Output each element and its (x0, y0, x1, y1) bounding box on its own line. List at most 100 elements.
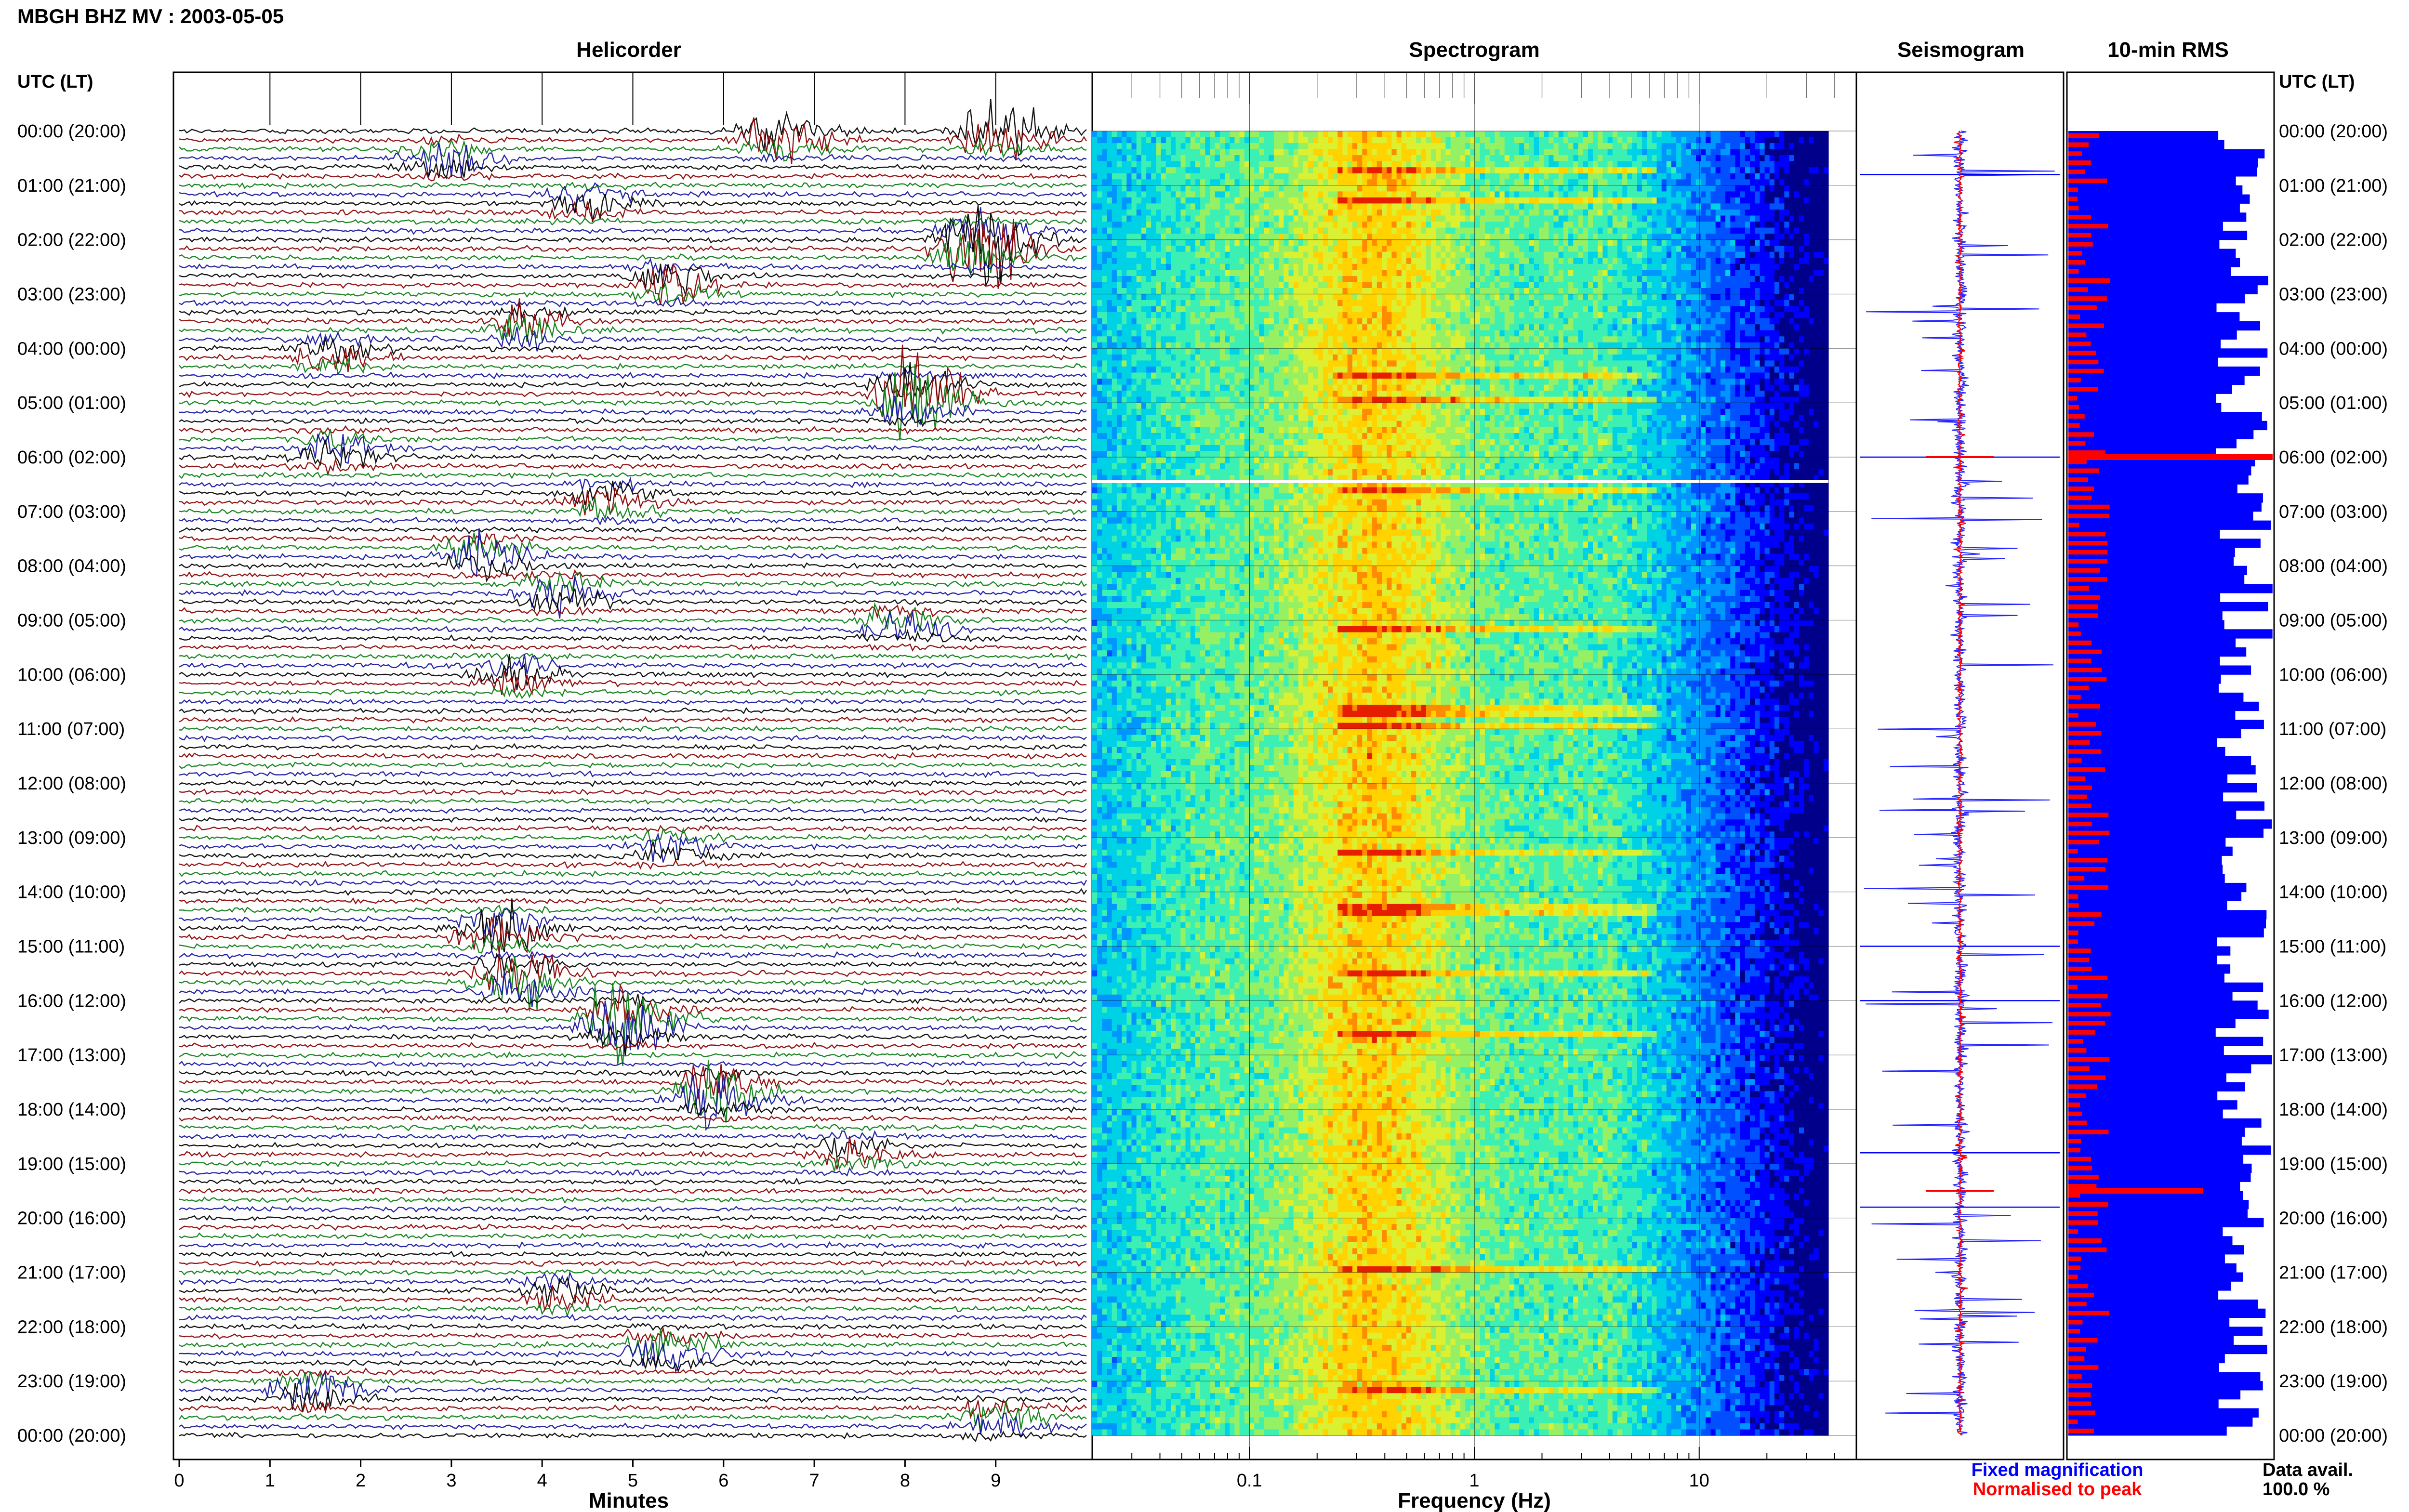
spectrogram-cell (1176, 312, 1181, 318)
spectrogram-cell (1667, 264, 1672, 270)
spectrogram-cell (1269, 149, 1274, 156)
spectrogram-cell (1774, 197, 1780, 204)
spectrogram-cell (1323, 203, 1328, 210)
spectrogram-cell (1500, 318, 1505, 325)
spectrogram-cell (1770, 137, 1775, 144)
spectrogram-cell (1146, 228, 1152, 234)
spectrogram-cell (1534, 222, 1539, 228)
spectrogram-cell (1554, 191, 1559, 197)
spectrogram-cell (1568, 258, 1574, 264)
spectrogram-cell (1411, 149, 1416, 156)
spectrogram-cell (1186, 312, 1191, 318)
spectrogram-cell (1824, 149, 1829, 156)
spectrogram-cell (1480, 246, 1485, 252)
spectrogram-cell (1460, 131, 1466, 137)
spectrogram-cell (1578, 294, 1584, 301)
spectrogram-cell (1406, 173, 1412, 180)
spectrogram-cell (1544, 149, 1549, 156)
spectrogram-cell (1200, 252, 1205, 258)
spectrogram-cell (1602, 191, 1608, 197)
spectrogram-cell (1151, 197, 1156, 204)
spectrogram-cell (1092, 300, 1098, 306)
spectrogram-cell (1799, 191, 1804, 197)
spectrogram-cell (1740, 312, 1746, 318)
spectrogram-cell (1259, 210, 1264, 216)
spectrogram-cell (1097, 282, 1102, 288)
spectrogram-cell (1539, 234, 1544, 240)
spectrogram-cell (1397, 288, 1402, 294)
spectrogram-cell (1171, 294, 1176, 301)
spectrogram-cell (1264, 143, 1270, 149)
spectrogram-cell (1691, 222, 1696, 228)
spectrogram-cell (1637, 240, 1642, 246)
spectrogram-cell (1490, 288, 1495, 294)
spectrogram-cell (1195, 240, 1201, 246)
spectrogram-cell (1740, 252, 1746, 258)
spectrogram-cell (1559, 282, 1564, 288)
spectrogram-cell (1186, 270, 1191, 276)
spectrogram-cell (1524, 234, 1529, 240)
spectrogram-cell (1117, 143, 1122, 149)
spectrogram-cell (1716, 294, 1721, 301)
spectrogram-cell (1289, 228, 1294, 234)
spectrogram-cell (1445, 191, 1451, 197)
spectrogram-cell (1244, 161, 1250, 168)
spectrogram-cell (1544, 276, 1549, 282)
spectrogram-cell (1362, 191, 1367, 197)
spectrogram-cell (1337, 240, 1343, 246)
spectrogram-cell (1269, 161, 1274, 168)
spectrogram-cell (1318, 210, 1324, 216)
spectrogram-cell (1676, 276, 1681, 282)
spectrogram-cell (1426, 216, 1431, 222)
spectrogram-cell (1240, 216, 1245, 222)
spectrogram-cell (1367, 203, 1373, 210)
spectrogram-cell (1662, 246, 1667, 252)
spectrogram-cell (1667, 149, 1672, 156)
spectrogram-cell (1166, 155, 1171, 161)
spectrogram-cell (1337, 203, 1343, 210)
spectrogram-cell (1308, 161, 1313, 168)
spectrogram-cell (1730, 306, 1735, 313)
spectrogram-cell (1613, 173, 1618, 180)
spectrogram-cell (1662, 300, 1667, 306)
spectrogram-cell (1637, 185, 1642, 192)
spectrogram-cell (1337, 288, 1343, 294)
spectrogram-cell (1244, 234, 1250, 240)
spectrogram-cell (1441, 252, 1446, 258)
spectrogram-cell (1514, 222, 1520, 228)
spectrogram-cell (1706, 282, 1711, 288)
spectrogram-cell (1750, 318, 1755, 325)
spectrogram-cell (1200, 173, 1205, 180)
spectrogram-cell (1735, 155, 1741, 161)
spectrogram-cell (1249, 228, 1255, 234)
spectrogram-cell (1804, 137, 1809, 144)
spectrogram-cell (1563, 131, 1569, 137)
spectrogram-cell (1583, 155, 1588, 161)
spectrogram-cell (1676, 258, 1681, 264)
spectrogram-cell (1617, 288, 1623, 294)
spectrogram-cell (1451, 234, 1456, 240)
spectrogram-cell (1554, 161, 1559, 168)
spectrogram-cell (1794, 294, 1800, 301)
spectrogram-cell (1313, 246, 1318, 252)
spectrogram-cell (1485, 282, 1490, 288)
spectrogram-cell (1765, 318, 1770, 325)
spectrogram-cell (1725, 228, 1731, 234)
spectrogram-cell (1387, 185, 1392, 192)
spectrogram-cell (1544, 203, 1549, 210)
spectrogram-cell (1725, 264, 1731, 270)
spectrogram-cell (1234, 210, 1240, 216)
spectrogram-cell (1608, 197, 1613, 204)
spectrogram-cell (1490, 264, 1495, 270)
spectrogram-cell (1593, 282, 1598, 288)
spectrogram-cell (1200, 131, 1205, 137)
spectrogram-cell (1681, 234, 1686, 240)
spectrogram-cell (1431, 137, 1436, 144)
spectrogram-cell (1514, 300, 1520, 306)
spectrogram-cell (1573, 240, 1578, 246)
spectrogram-cell (1813, 167, 1819, 173)
spectrogram-cell (1667, 294, 1672, 301)
spectrogram-cell (1156, 294, 1161, 301)
spectrogram-cell (1794, 318, 1800, 325)
spectrogram-cell (1141, 179, 1147, 185)
